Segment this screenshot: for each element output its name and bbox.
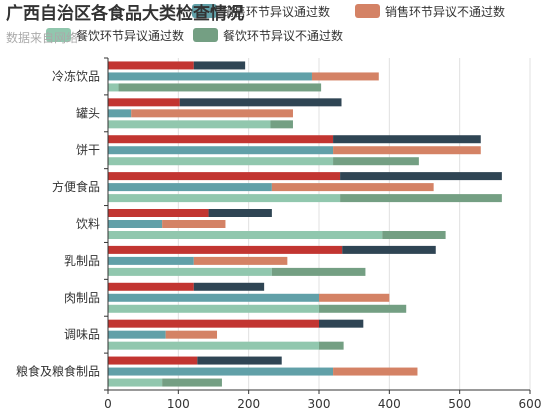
y-category-label: 冷冻饮品 xyxy=(52,68,100,83)
legend: 销售环节异议不通过数 销售环节异议通过数 餐饮环节异议通过数 餐饮环节异议不通过… xyxy=(46,4,505,43)
x-tick-label: 200 xyxy=(237,397,260,411)
bar-4-4[interactable] xyxy=(108,231,383,239)
y-category-label: 罐头 xyxy=(76,106,100,120)
bar-0-7[interactable] xyxy=(108,319,319,328)
bar-5-3[interactable] xyxy=(340,194,502,203)
y-category-label: 方便食品 xyxy=(52,179,100,194)
bar-1-7[interactable] xyxy=(319,319,364,328)
bar-2-8[interactable] xyxy=(108,367,334,376)
bar-3-3[interactable] xyxy=(271,183,434,192)
chart-title: 广西自治区各食品大类检查情况 xyxy=(6,3,244,24)
bar-0-8[interactable] xyxy=(108,356,198,365)
bar-3-8[interactable] xyxy=(333,367,418,376)
bar-2-0[interactable] xyxy=(108,72,312,81)
bar-3-2[interactable] xyxy=(333,146,481,155)
bar-3-5[interactable] xyxy=(193,256,288,265)
y-category-label: 肉制品 xyxy=(64,291,100,305)
x-tick-label: 0 xyxy=(104,397,112,411)
x-tick-label: 400 xyxy=(378,397,401,411)
bar-4-3[interactable] xyxy=(108,194,341,203)
x-tick-label: 500 xyxy=(448,397,471,411)
bar-3-4[interactable] xyxy=(162,220,226,228)
bar-0-1[interactable] xyxy=(108,98,180,107)
bar-5-5[interactable] xyxy=(271,267,366,276)
bar-5-4[interactable] xyxy=(382,231,446,239)
y-category-label: 饮料 xyxy=(76,217,100,231)
legend-swatch-food-pass[interactable] xyxy=(46,28,71,42)
bar-1-4[interactable] xyxy=(208,209,272,217)
bar-5-0[interactable] xyxy=(118,83,322,92)
bar-4-8[interactable] xyxy=(108,378,163,387)
bar-4-6[interactable] xyxy=(108,304,319,313)
bar-0-3[interactable] xyxy=(108,172,341,181)
bar-0-0[interactable] xyxy=(108,61,194,70)
x-tick-label: 300 xyxy=(308,397,331,411)
bar-5-7[interactable] xyxy=(319,341,344,350)
bar-1-0[interactable] xyxy=(193,61,246,70)
x-tick-label: 100 xyxy=(167,397,190,411)
legend-swatch-sell-fail[interactable] xyxy=(355,4,380,18)
chart-subtitle: 数据来自网络 xyxy=(6,30,78,45)
bar-5-1[interactable] xyxy=(270,120,293,129)
bar-1-8[interactable] xyxy=(197,356,282,365)
bar-2-1[interactable] xyxy=(108,109,132,118)
x-tick-label: 600 xyxy=(519,397,542,411)
y-category-label: 粮食及粮食制品 xyxy=(16,364,100,379)
bar-1-2[interactable] xyxy=(333,135,481,144)
bar-4-0[interactable] xyxy=(108,83,119,92)
bar-2-6[interactable] xyxy=(108,293,319,302)
bar-2-5[interactable] xyxy=(108,256,194,265)
legend-swatch-food-fail[interactable] xyxy=(193,28,218,42)
bar-2-3[interactable] xyxy=(108,183,272,192)
bar-5-8[interactable] xyxy=(162,378,222,387)
bar-5-2[interactable] xyxy=(333,157,419,166)
bar-4-1[interactable] xyxy=(108,120,271,129)
grid-layer xyxy=(177,58,531,390)
y-category-label: 饼干 xyxy=(76,143,100,157)
y-category-label: 调味品 xyxy=(64,328,100,342)
bar-1-3[interactable] xyxy=(340,172,502,181)
legend-label-food-fail[interactable]: 餐饮环节异议不通过数 xyxy=(223,28,343,43)
bar-3-6[interactable] xyxy=(319,293,390,302)
bar-3-7[interactable] xyxy=(165,330,218,339)
bar-3-1[interactable] xyxy=(131,109,293,118)
bar-5-6[interactable] xyxy=(319,304,407,313)
bar-2-7[interactable] xyxy=(108,330,166,339)
bar-4-2[interactable] xyxy=(108,157,334,166)
bar-1-5[interactable] xyxy=(342,245,436,254)
bar-1-1[interactable] xyxy=(179,98,342,107)
bar-0-4[interactable] xyxy=(108,209,209,217)
legend-label-food-pass[interactable]: 餐饮环节异议通过数 xyxy=(76,28,184,43)
bar-4-5[interactable] xyxy=(108,267,272,276)
bar-3-0[interactable] xyxy=(311,72,379,81)
bar-0-2[interactable] xyxy=(108,135,334,144)
bar-0-5[interactable] xyxy=(108,245,343,254)
bar-2-4[interactable] xyxy=(108,220,163,228)
bar-2-2[interactable] xyxy=(108,146,334,155)
bar-4-7[interactable] xyxy=(108,341,319,350)
y-category-label: 乳制品 xyxy=(64,254,100,268)
bars-layer xyxy=(108,61,502,387)
legend-label-sell-fail[interactable]: 销售环节异议不通过数 xyxy=(385,4,505,19)
bar-0-6[interactable] xyxy=(108,282,194,291)
legend-swatch-sell-pass[interactable] xyxy=(192,4,217,18)
legend-label-sell-pass[interactable]: 销售环节异议通过数 xyxy=(222,4,330,19)
bar-1-6[interactable] xyxy=(193,282,265,291)
